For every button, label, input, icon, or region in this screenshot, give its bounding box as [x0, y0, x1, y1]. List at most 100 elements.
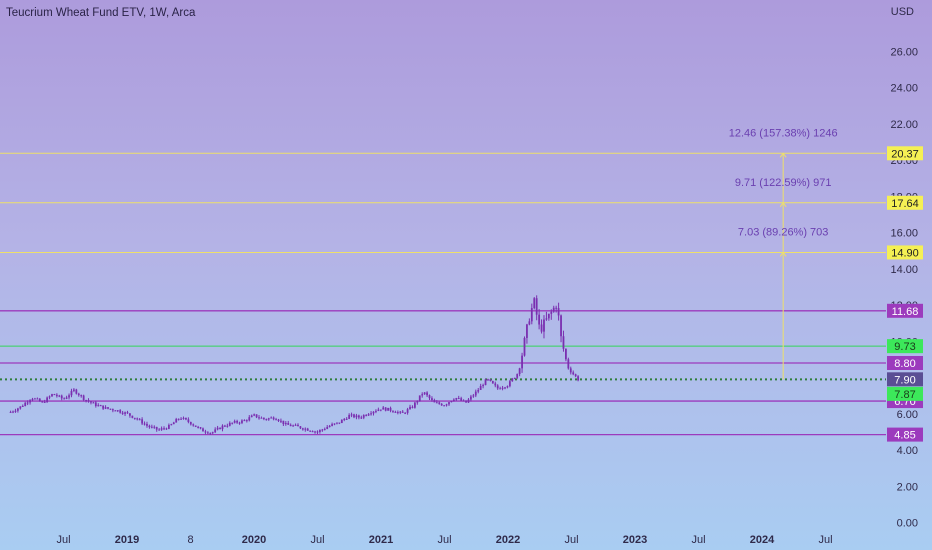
y-tick-label: 14.00 — [890, 264, 918, 276]
candle-body — [526, 324, 528, 338]
candle-body — [314, 431, 316, 433]
candle-body — [16, 408, 19, 411]
candle-body — [126, 412, 129, 414]
candle-body — [124, 412, 126, 414]
candle-body — [574, 374, 577, 377]
candle-body — [416, 401, 419, 403]
candle-body — [221, 425, 224, 430]
price-tag-label: 17.64 — [891, 198, 919, 210]
candle-body — [141, 419, 144, 424]
candle-body — [87, 400, 90, 402]
candle-body — [323, 428, 326, 430]
candle-body — [48, 396, 51, 398]
candle-body — [12, 411, 14, 413]
candle-body — [336, 422, 338, 424]
candle-body — [538, 314, 541, 325]
candle-body — [343, 418, 346, 420]
candle-body — [175, 419, 178, 423]
candle-body — [389, 407, 392, 411]
candle-body — [77, 393, 80, 396]
candle-body — [523, 337, 526, 356]
candle-body — [460, 398, 463, 401]
candle-body — [501, 387, 504, 389]
candle-body — [94, 402, 97, 407]
candle-body — [187, 419, 190, 422]
candle-body — [550, 311, 553, 314]
candle-body — [423, 392, 426, 395]
candle-body — [394, 411, 397, 413]
candle-body — [197, 426, 200, 428]
candle-body — [562, 336, 565, 349]
candle-body — [545, 318, 548, 320]
price-tag-label: 20.37 — [891, 148, 919, 160]
candle-body — [114, 410, 117, 412]
x-tick-label: Jul — [56, 534, 70, 546]
candle-body — [528, 321, 531, 325]
candle-body — [216, 427, 219, 430]
candle-body — [387, 407, 390, 411]
candle-body — [340, 419, 343, 424]
candle-body — [406, 409, 409, 413]
candle-body — [43, 401, 46, 403]
candle-body — [228, 422, 231, 426]
candle-body — [370, 413, 372, 415]
candle-body — [404, 412, 407, 414]
x-tick-label: 2024 — [750, 534, 775, 546]
candle-body — [516, 374, 519, 378]
candle-body — [311, 431, 314, 433]
candle-body — [119, 410, 122, 413]
candle-body — [382, 407, 385, 410]
candle-body — [530, 308, 533, 322]
candle-body — [24, 402, 27, 406]
candle-body — [51, 394, 53, 397]
chart-title: Teucrium Wheat Fund ETV, 1W, Arca — [6, 7, 196, 19]
candle-body — [177, 418, 180, 420]
candle-body — [55, 394, 58, 397]
candle-body — [65, 397, 68, 399]
candle-body — [357, 415, 360, 418]
candle-body — [36, 398, 39, 400]
candle-body — [97, 405, 100, 407]
candle-body — [209, 432, 212, 434]
candle-body — [153, 426, 156, 428]
x-tick-label: Jul — [691, 534, 705, 546]
candle-body — [477, 389, 480, 392]
candle-body — [367, 414, 370, 416]
candle-body — [450, 400, 453, 403]
candle-body — [372, 411, 375, 414]
candle-body — [487, 379, 489, 381]
candle-body — [299, 426, 302, 429]
candle-body — [360, 417, 363, 419]
candle-body — [260, 417, 263, 419]
candle-body — [482, 385, 484, 387]
candle-body — [304, 428, 307, 430]
candle-body — [68, 395, 70, 398]
candle-body — [375, 410, 377, 412]
candle-body — [384, 407, 387, 411]
candle-body — [413, 402, 416, 408]
projection-label: 12.46 (157.38%) 1246 — [729, 127, 838, 139]
y-tick-label: 6.00 — [897, 409, 918, 421]
y-tick-label: 26.00 — [890, 46, 918, 58]
candle-body — [250, 415, 253, 418]
candle-body — [155, 426, 158, 430]
candle-body — [353, 414, 355, 418]
candle-body — [552, 307, 555, 312]
candle-body — [116, 410, 119, 412]
x-tick-label: Jul — [564, 534, 578, 546]
candle-body — [321, 429, 324, 431]
candle-body — [21, 405, 24, 407]
candle-body — [494, 383, 497, 386]
candle-body — [180, 418, 182, 420]
candle-body — [506, 386, 509, 388]
candle-body — [297, 424, 299, 427]
x-tick-label: 2021 — [369, 534, 393, 546]
candle-body — [484, 379, 487, 386]
candle-body — [567, 359, 570, 369]
candle-body — [326, 427, 329, 429]
candle-body — [428, 395, 431, 399]
candle-body — [214, 429, 217, 433]
candle-body — [438, 402, 441, 404]
